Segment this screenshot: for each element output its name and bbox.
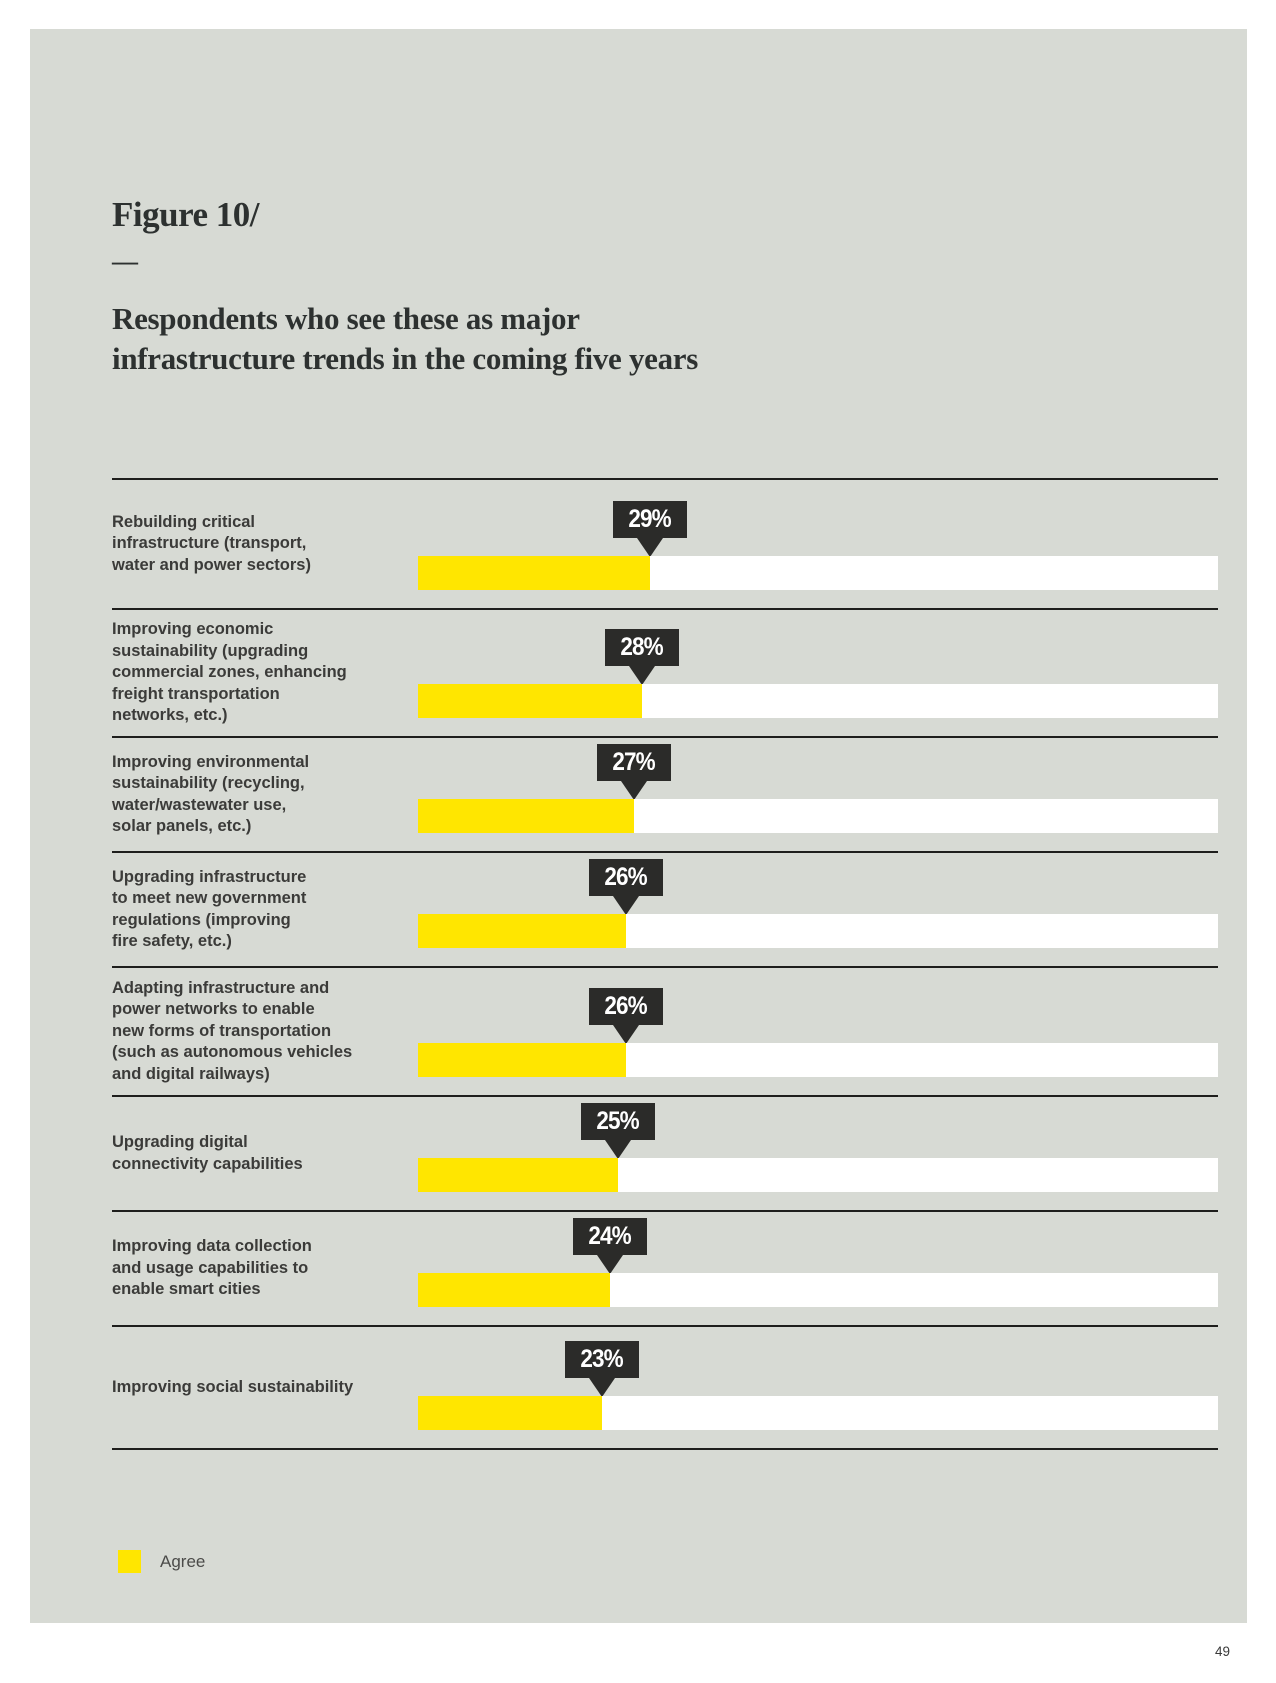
bar-zone: 25%: [418, 1097, 1218, 1210]
bar-track: [418, 799, 1218, 833]
category-label: Improving social sustainability: [112, 1377, 354, 1396]
chart-row: Rebuilding critical infrastructure (tran…: [112, 478, 1218, 608]
bar-track: [418, 1043, 1218, 1077]
bar-zone: 29%: [418, 480, 1218, 608]
figure-dash: —: [112, 246, 138, 276]
chart-row: Improving social sustainability 23%: [112, 1325, 1218, 1448]
bar-zone: 27%: [418, 738, 1218, 851]
value-callout: 26%: [589, 988, 663, 1025]
category-label: Rebuilding critical infrastructure (tran…: [112, 512, 311, 574]
bar-track: [418, 684, 1218, 718]
value-callout: 26%: [589, 859, 663, 896]
figure-label: Figure 10/: [112, 195, 259, 234]
bar-track: [418, 1273, 1218, 1307]
figure-title: Respondents who see these as major infra…: [112, 300, 699, 376]
bar-fill-agree: [418, 1273, 610, 1307]
bar-fill-agree: [418, 1158, 618, 1192]
bar-fill-agree: [418, 799, 634, 833]
bar-fill-agree: [418, 1043, 626, 1077]
chart-legend: Agree: [118, 1550, 205, 1573]
value-callout: 27%: [597, 744, 671, 781]
value-callout: 28%: [605, 629, 679, 666]
page-number: 49: [1214, 1644, 1230, 1659]
chart-row: Improving data collection and usage capa…: [112, 1210, 1218, 1325]
callout-value: 26%: [604, 863, 648, 891]
callout-value: 27%: [612, 748, 656, 776]
chart-row: Adapting infrastructure and power networ…: [112, 966, 1218, 1095]
bar-zone: 24%: [418, 1212, 1218, 1325]
bar-fill-agree: [418, 684, 642, 718]
callout-value: 28%: [620, 633, 664, 661]
legend-label: Agree: [160, 1551, 206, 1571]
chart-row: Upgrading digital connectivity capabilit…: [112, 1095, 1218, 1210]
bar-zone: 28%: [418, 610, 1218, 736]
legend-swatch-agree: [118, 1550, 141, 1573]
bar-track: [418, 556, 1218, 590]
callout-value: 26%: [604, 992, 648, 1020]
bar-zone: 23%: [418, 1327, 1218, 1448]
chart-row: Improving environmental sustainability (…: [112, 736, 1218, 851]
value-callout: 24%: [573, 1218, 647, 1255]
category-label: Upgrading infrastructure to meet new gov…: [112, 867, 307, 951]
value-callout: 29%: [613, 501, 687, 538]
bar-fill-agree: [418, 556, 650, 590]
value-callout: 25%: [581, 1103, 655, 1140]
bar-track: [418, 1158, 1218, 1192]
value-callout: 23%: [565, 1341, 639, 1378]
chart-row: Improving economic sustainability (upgra…: [112, 608, 1218, 736]
bar-track: [418, 914, 1218, 948]
chart-row: Upgrading infrastructure to meet new gov…: [112, 851, 1218, 966]
bar-zone: 26%: [418, 968, 1218, 1095]
callout-value: 29%: [628, 505, 672, 533]
callout-value: 25%: [596, 1107, 640, 1135]
category-label: Improving data collection and usage capa…: [112, 1237, 312, 1299]
figure-heading: Figure 10/ — Respondents who see these a…: [112, 195, 699, 379]
category-label: Adapting infrastructure and power networ…: [112, 978, 353, 1083]
callout-value: 24%: [588, 1222, 632, 1250]
category-label: Upgrading digital connectivity capabilit…: [112, 1133, 303, 1173]
bar-fill-agree: [418, 914, 626, 948]
category-label: Improving environmental sustainability (…: [112, 752, 310, 836]
bar-zone: 26%: [418, 853, 1218, 966]
bar-chart: Rebuilding critical infrastructure (tran…: [112, 478, 1218, 1450]
category-label: Improving economic sustainability (upgra…: [112, 620, 347, 725]
bar-fill-agree: [418, 1396, 602, 1430]
bar-track: [418, 1396, 1218, 1430]
callout-value: 23%: [580, 1345, 624, 1373]
